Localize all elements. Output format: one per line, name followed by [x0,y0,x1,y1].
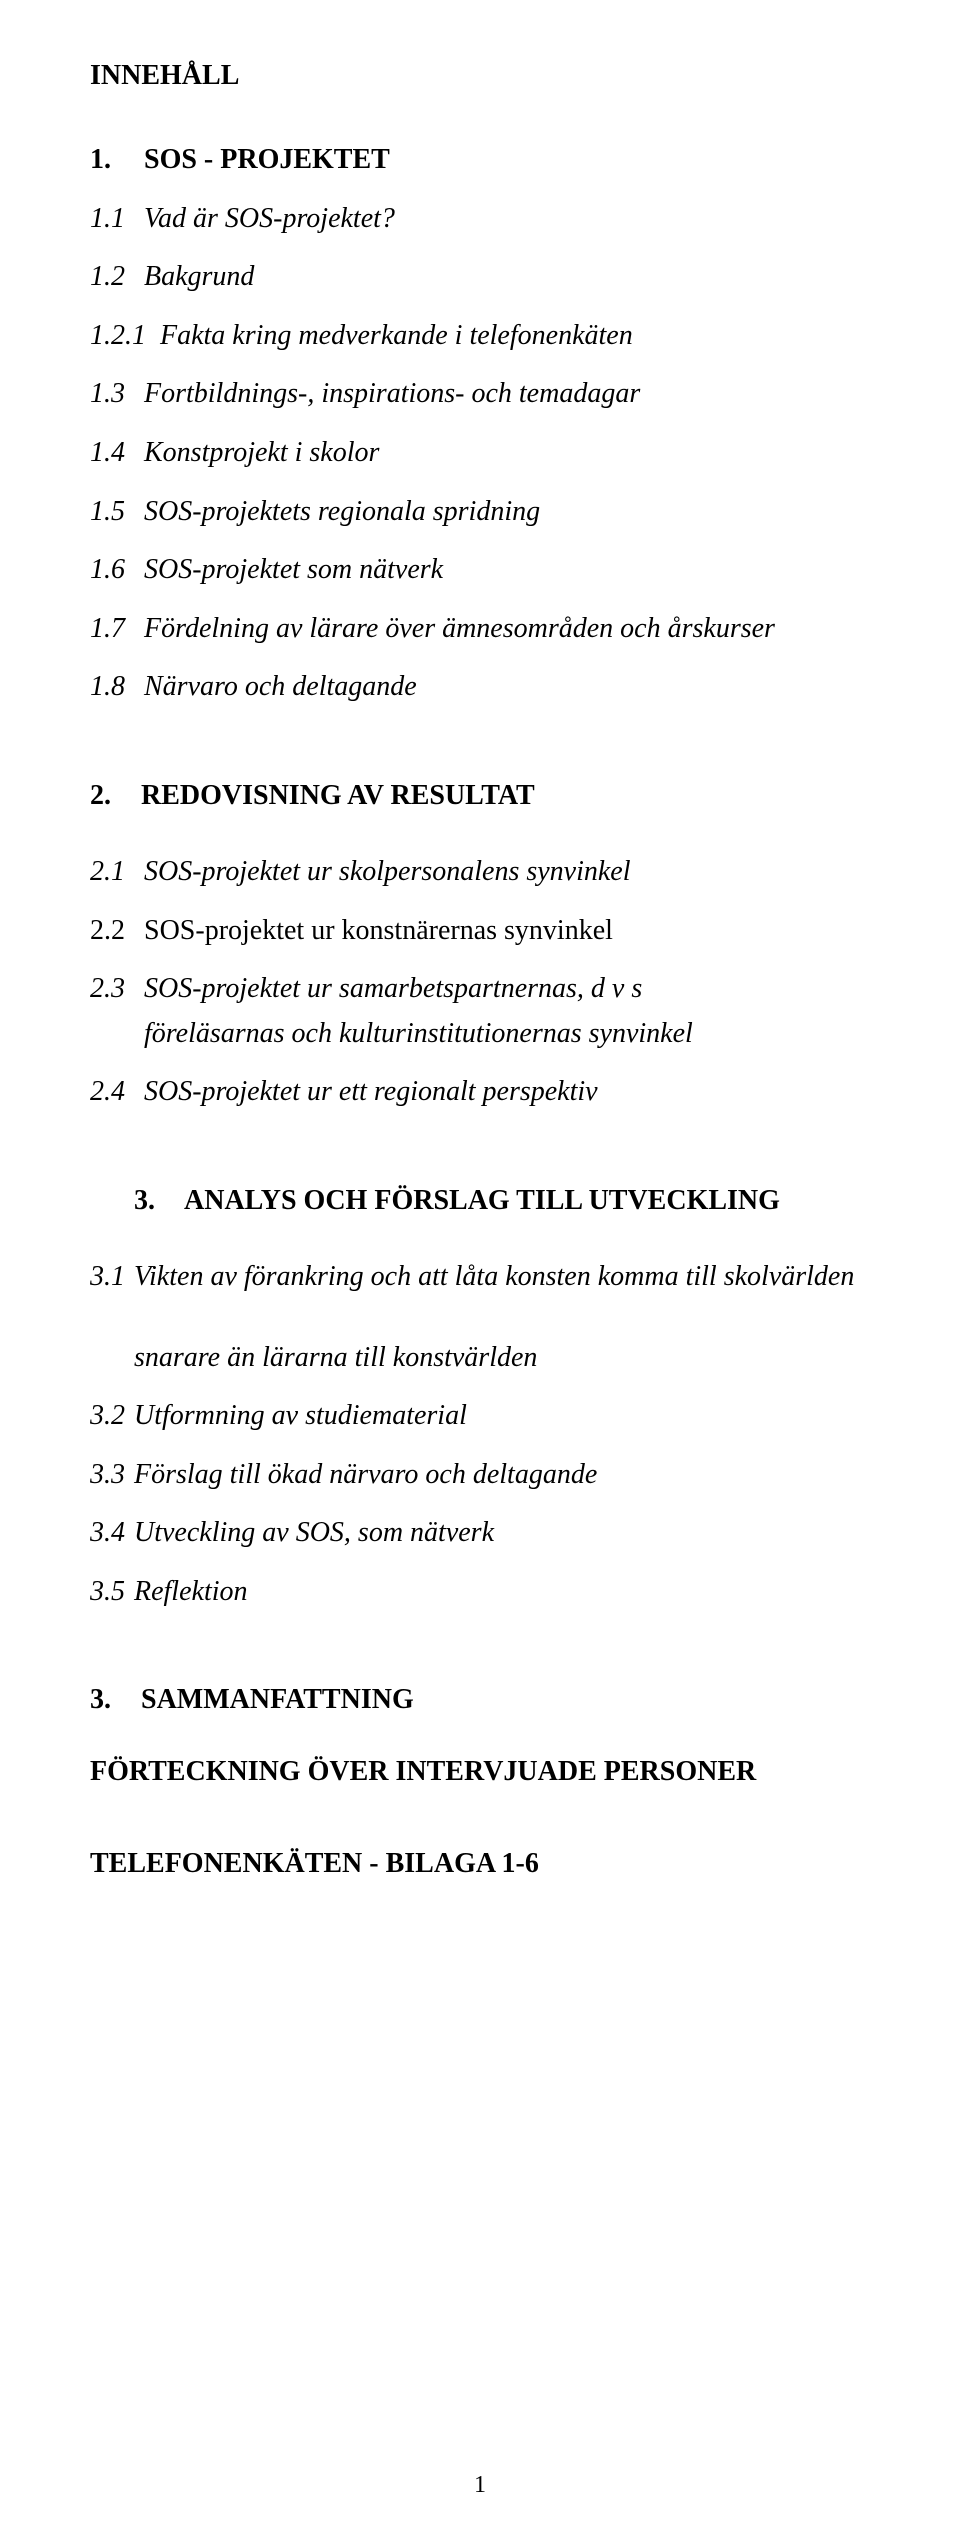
toc-text: Närvaro och deltagande [144,667,870,708]
toc-num: 1.8 [90,667,144,708]
section-heading-1: 1. SOS - PROJEKTET [90,140,870,181]
toc-item: 2.1 SOS-projektet ur skolpersonalens syn… [90,852,870,893]
toc-text: SOS-projektet ur ett regionalt perspekti… [144,1072,870,1113]
toc-text: SOS-projektet ur skolpersonalens synvink… [144,852,870,893]
toc-num: 1.2.1 [90,316,160,357]
section-text: SAMMANFATTNING [141,1684,414,1715]
toc-item: 1.5 SOS-projektets regionala spridning [90,492,870,533]
toc-item: 3.5 Reflektion [90,1572,870,1613]
toc-item-cont: föreläsarnas och kulturinstitutionernas … [90,1014,870,1055]
appendix-line-1: FÖRTECKNING ÖVER INTERVJUADE PERSONER [90,1756,870,1788]
toc-text: Vad är SOS-projektet? [144,199,870,240]
toc-num: 3.3 [90,1455,134,1496]
toc-item: 3.1 Vikten av förankring och att låta ko… [90,1257,870,1298]
toc-item: 1.3 Fortbildnings-, inspirations- och te… [90,374,870,415]
section-num: 2. [90,780,134,812]
section-num: 3. [90,1684,134,1716]
toc-item: 1.7 Fördelning av lärare över ämnesområd… [90,609,870,650]
toc-text: Fortbildnings-, inspirations- och temada… [144,374,870,415]
toc-item: 1.6 SOS-projektet som nätverk [90,550,870,591]
toc-text: SOS-projektet ur konstnärernas synvinkel [144,911,870,952]
toc-text: Konstprojekt i skolor [144,433,870,474]
toc-item: 3.4 Utveckling av SOS, som nätverk [90,1513,870,1554]
document-page: INNEHÅLL 1. SOS - PROJEKTET 1.1 Vad är S… [0,0,960,2529]
section-heading-4: 3. SAMMANFATTNING [90,1684,870,1716]
toc-item: 1.2 Bakgrund [90,257,870,298]
toc-text-cont: snarare än lärarna till konstvärlden [134,1338,537,1379]
toc-text-cont: föreläsarnas och kulturinstitutionernas … [90,1014,693,1055]
toc-num: 3.5 [90,1572,134,1613]
toc-num: 3.1 [90,1257,134,1298]
toc-num: 2.3 [90,969,144,1010]
toc-item: 1.4 Konstprojekt i skolor [90,433,870,474]
toc-item: 2.3 SOS-projektet ur samarbetspartnernas… [90,969,870,1010]
section-num: 3. [134,1185,184,1217]
toc-num: 1.2 [90,257,144,298]
section-text: REDOVISNING AV RESULTAT [141,780,535,811]
toc-num: 3.4 [90,1513,134,1554]
toc-num: 3.2 [90,1396,134,1437]
toc-text: Utveckling av SOS, som nätverk [134,1513,870,1554]
toc-num: 1.3 [90,374,144,415]
appendix-line-2: TELEFONENKÄTEN - BILAGA 1-6 [90,1848,870,1880]
toc-num: 2.4 [90,1072,144,1113]
toc-num: 1.7 [90,609,144,650]
toc-item: 3.2 Utformning av studiematerial [90,1396,870,1437]
toc-text: Utformning av studiematerial [134,1396,870,1437]
toc-num: 1.4 [90,433,144,474]
section-heading-3: 3. ANALYS OCH FÖRSLAG TILL UTVECKLING [90,1185,870,1217]
toc-item-cont: snarare än lärarna till konstvärlden [90,1338,870,1379]
toc-num: 2.2 [90,911,144,952]
toc-num: 1.1 [90,199,144,240]
toc-text: SOS-projektet ur samarbetspartnernas, d … [144,969,870,1010]
section-num: 1. [90,140,144,181]
toc-item: 1.8 Närvaro och deltagande [90,667,870,708]
toc-text: Bakgrund [144,257,870,298]
toc-item: 2.4 SOS-projektet ur ett regionalt persp… [90,1072,870,1113]
toc-text: Fakta kring medverkande i telefonenkäten [160,316,870,357]
toc-text: Förslag till ökad närvaro och deltagande [134,1455,870,1496]
section-heading-2: 2. REDOVISNING AV RESULTAT [90,780,870,812]
section-text: ANALYS OCH FÖRSLAG TILL UTVECKLING [184,1185,780,1217]
toc-item: 3.3 Förslag till ökad närvaro och deltag… [90,1455,870,1496]
toc-text: Reflektion [134,1572,870,1613]
toc-num: 1.6 [90,550,144,591]
toc-item: 1.2.1 Fakta kring medverkande i telefone… [90,316,870,357]
toc-num: 1.5 [90,492,144,533]
toc-item: 2.2 SOS-projektet ur konstnärernas synvi… [90,911,870,952]
toc-text: Fördelning av lärare över ämnesområden o… [144,609,870,650]
toc-text: SOS-projektets regionala spridning [144,492,870,533]
section-text: SOS - PROJEKTET [144,140,870,181]
toc-text: Vikten av förankring och att låta konste… [134,1257,870,1298]
toc-text: SOS-projektet som nätverk [144,550,870,591]
page-title: INNEHÅLL [90,60,870,92]
toc-item: 1.1 Vad är SOS-projektet? [90,199,870,240]
page-number: 1 [0,2472,960,2499]
toc-num: 2.1 [90,852,144,893]
